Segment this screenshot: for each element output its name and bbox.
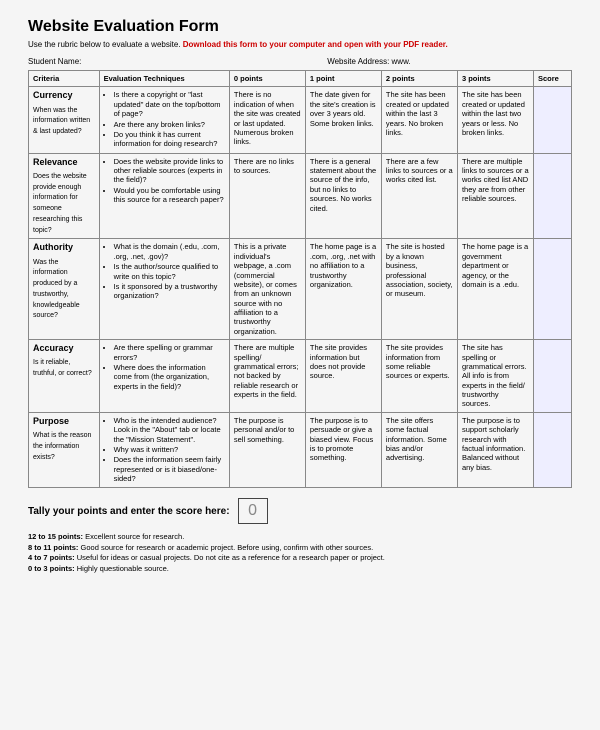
table-row: Purpose What is the reason the informatio… xyxy=(29,412,572,488)
range-label: 8 to 11 points: xyxy=(28,543,78,552)
points-0-cell: There are no links to sources. xyxy=(229,153,305,239)
range-desc: Excellent source for research. xyxy=(83,532,184,541)
col-0points: 0 points xyxy=(229,71,305,87)
criteria-name: Relevance xyxy=(33,157,95,168)
points-0-cell: The purpose is personal and/or to sell s… xyxy=(229,412,305,488)
form-instructions: Use the rubric below to evaluate a websi… xyxy=(28,40,572,49)
score-range-line: 4 to 7 points: Useful for ideas or casua… xyxy=(28,553,572,564)
score-cell[interactable] xyxy=(533,340,571,413)
criteria-question: Does the website provide enough informat… xyxy=(33,173,87,234)
score-cell[interactable] xyxy=(533,239,571,340)
table-header-row: Criteria Evaluation Techniques 0 points … xyxy=(29,71,572,87)
col-2points: 2 points xyxy=(381,71,457,87)
technique-item: Does the website provide links to other … xyxy=(114,157,225,185)
points-0-cell: This is a private individual's webpage, … xyxy=(229,239,305,340)
table-row: Authority Was the information produced by… xyxy=(29,239,572,340)
col-criteria: Criteria xyxy=(29,71,100,87)
score-range-line: 8 to 11 points: Good source for research… xyxy=(28,543,572,554)
points-0-cell: There is no indication of when the site … xyxy=(229,87,305,153)
header-fields: Student Name: Website Address: www. xyxy=(28,57,572,66)
points-2-cell: The site provides information from some … xyxy=(381,340,457,413)
range-label: 0 to 3 points: xyxy=(28,564,75,573)
points-1-cell: There is a general statement about the s… xyxy=(305,153,381,239)
range-label: 4 to 7 points: xyxy=(28,553,75,562)
points-0-cell: There are multiple spelling/ grammatical… xyxy=(229,340,305,413)
technique-item: Do you think it has current information … xyxy=(114,130,225,149)
points-2-cell: There are a few links to sources or a wo… xyxy=(381,153,457,239)
techniques-cell: Who is the intended audience? Look in th… xyxy=(99,412,229,488)
points-2-cell: The site has been created or updated wit… xyxy=(381,87,457,153)
table-row: Accuracy Is it reliable, truthful, or cor… xyxy=(29,340,572,413)
points-1-cell: The purpose is to persuade or give a bia… xyxy=(305,412,381,488)
points-3-cell: There are multiple links to sources or a… xyxy=(457,153,533,239)
technique-item: Why was it written? xyxy=(114,445,225,454)
points-3-cell: The site has spelling or grammatical err… xyxy=(457,340,533,413)
criteria-cell: Relevance Does the website provide enough… xyxy=(29,153,100,239)
technique-item: Is it sponsored by a trustworthy organiz… xyxy=(114,282,225,301)
techniques-cell: Are there spelling or grammar errors?Whe… xyxy=(99,340,229,413)
range-label: 12 to 15 points: xyxy=(28,532,83,541)
criteria-question: What is the reason the information exist… xyxy=(33,432,91,461)
tally-label: Tally your points and enter the score he… xyxy=(28,506,230,517)
technique-item: What is the domain (.edu, .com, .org, .n… xyxy=(114,242,225,261)
criteria-cell: Currency When was the information written… xyxy=(29,87,100,153)
points-3-cell: The home page is a government department… xyxy=(457,239,533,340)
points-1-cell: The date given for the site's creation i… xyxy=(305,87,381,153)
points-3-cell: The purpose is to support scholarly rese… xyxy=(457,412,533,488)
criteria-question: Was the information produced by a trustw… xyxy=(33,259,80,320)
technique-item: Is the author/source qualified to write … xyxy=(114,262,225,281)
website-address-label: Website Address: www. xyxy=(327,57,572,66)
tally-row: Tally your points and enter the score he… xyxy=(28,498,572,524)
criteria-cell: Authority Was the information produced by… xyxy=(29,239,100,340)
criteria-name: Currency xyxy=(33,90,95,101)
score-ranges: 12 to 15 points: Excellent source for re… xyxy=(28,532,572,574)
student-name-label: Student Name: xyxy=(28,57,327,66)
techniques-cell: Is there a copyright or "last updated" d… xyxy=(99,87,229,153)
form-title: Website Evaluation Form xyxy=(28,18,572,36)
criteria-name: Authority xyxy=(33,242,95,253)
total-score-box[interactable]: 0 xyxy=(238,498,268,524)
techniques-cell: Does the website provide links to other … xyxy=(99,153,229,239)
technique-item: Are there any broken links? xyxy=(114,120,225,129)
technique-item: Would you be comfortable using this sour… xyxy=(114,186,225,205)
col-techniques: Evaluation Techniques xyxy=(99,71,229,87)
score-range-line: 12 to 15 points: Excellent source for re… xyxy=(28,532,572,543)
col-score: Score xyxy=(533,71,571,87)
col-1point: 1 point xyxy=(305,71,381,87)
technique-item: Where does the information come from (th… xyxy=(114,363,225,391)
techniques-cell: What is the domain (.edu, .com, .org, .n… xyxy=(99,239,229,340)
technique-item: Are there spelling or grammar errors? xyxy=(114,343,225,362)
criteria-cell: Accuracy Is it reliable, truthful, or cor… xyxy=(29,340,100,413)
technique-item: Who is the intended audience? Look in th… xyxy=(114,416,225,444)
rubric-table: Criteria Evaluation Techniques 0 points … xyxy=(28,70,572,488)
points-3-cell: The site has been created or updated wit… xyxy=(457,87,533,153)
points-1-cell: The site provides information but does n… xyxy=(305,340,381,413)
instr-download: Download this form to your computer and … xyxy=(183,40,448,49)
points-1-cell: The home page is a .com, .org, .net with… xyxy=(305,239,381,340)
criteria-question: Is it reliable, truthful, or correct? xyxy=(33,359,92,377)
criteria-name: Accuracy xyxy=(33,343,95,354)
points-2-cell: The site is hosted by a known business, … xyxy=(381,239,457,340)
instr-plain: Use the rubric below to evaluate a websi… xyxy=(28,40,183,49)
technique-item: Is there a copyright or "last updated" d… xyxy=(114,90,225,118)
score-range-line: 0 to 3 points: Highly questionable sourc… xyxy=(28,564,572,575)
score-cell[interactable] xyxy=(533,87,571,153)
table-row: Currency When was the information written… xyxy=(29,87,572,153)
col-3points: 3 points xyxy=(457,71,533,87)
technique-item: Does the information seem fairly represe… xyxy=(114,455,225,483)
criteria-name: Purpose xyxy=(33,416,95,427)
criteria-question: When was the information written & last … xyxy=(33,107,90,136)
range-desc: Highly questionable source. xyxy=(75,564,169,573)
points-2-cell: The site offers some factual information… xyxy=(381,412,457,488)
range-desc: Useful for ideas or casual projects. Do … xyxy=(75,553,385,562)
range-desc: Good source for research or academic pro… xyxy=(78,543,373,552)
score-cell[interactable] xyxy=(533,412,571,488)
score-cell[interactable] xyxy=(533,153,571,239)
criteria-cell: Purpose What is the reason the informatio… xyxy=(29,412,100,488)
table-row: Relevance Does the website provide enough… xyxy=(29,153,572,239)
